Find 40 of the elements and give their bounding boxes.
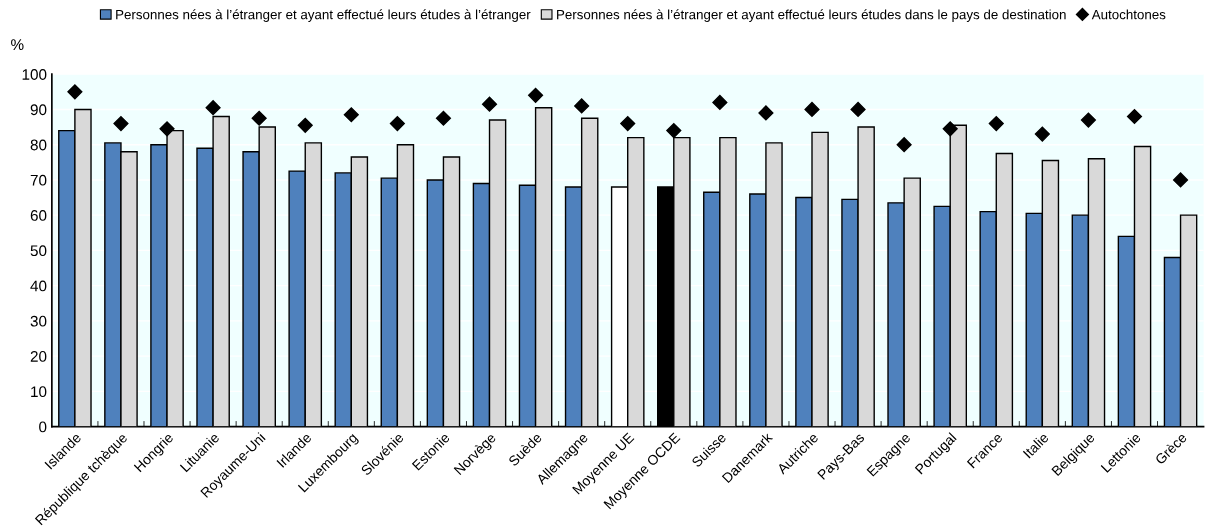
point — [942, 121, 958, 137]
point — [389, 115, 405, 132]
point — [159, 121, 175, 137]
point — [896, 137, 912, 153]
y-tick-label: 10 — [31, 386, 47, 398]
point — [435, 110, 452, 126]
point — [205, 100, 221, 116]
legend-label: Personnes nées à l’étranger et ayant effectué leurs études dans le pays de destination — [557, 9, 1066, 22]
point — [481, 96, 498, 112]
point — [758, 105, 774, 121]
point — [1126, 108, 1143, 125]
point — [251, 110, 267, 126]
point — [113, 115, 129, 132]
point — [1080, 112, 1096, 128]
point — [574, 98, 590, 114]
y-tick-label: 40 — [30, 280, 47, 292]
point — [666, 123, 682, 139]
legend-label: Personnes nées à l’étranger et ayant effectué leurs études à l’étranger — [116, 9, 531, 22]
point — [528, 87, 544, 103]
legend-label: Autochtones — [1091, 9, 1166, 20]
point — [850, 101, 866, 118]
y-tick-label: 70 — [30, 174, 47, 186]
y-tick-label: 50 — [30, 245, 47, 257]
point — [343, 107, 359, 123]
y-tick-label: 100 — [22, 69, 47, 80]
point — [620, 115, 636, 132]
y-tick-label: 90 — [30, 104, 47, 116]
y-tick-label: 20 — [30, 351, 47, 362]
point — [804, 101, 820, 118]
y-tick-label: 80 — [30, 139, 47, 151]
point — [297, 117, 313, 133]
point — [1034, 126, 1050, 142]
point — [712, 94, 728, 110]
y-tick-label: 0 — [39, 421, 47, 433]
point — [988, 115, 1004, 132]
point — [67, 84, 83, 100]
point — [1172, 172, 1189, 188]
y-axis-title: % — [11, 39, 24, 50]
y-tick-label: 30 — [30, 315, 47, 327]
y-tick-label: 60 — [30, 210, 47, 221]
